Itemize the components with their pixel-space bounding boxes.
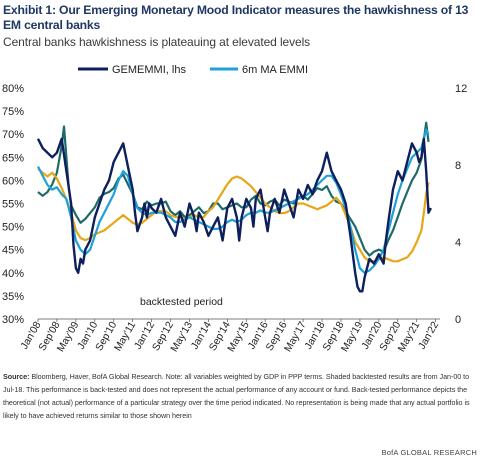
y-left-tick-label: 75%	[2, 106, 24, 118]
y-left-tick-label: 65%	[2, 152, 24, 164]
chart-plot: GEMEMMI, lhs 6m MA EMMI 30% 35% 40% 45% 50% 55…	[2, 64, 467, 354]
y-axis-left: 30% 35% 40% 45% 50% 55% 60% 65% 70% 75% 80%	[2, 83, 24, 326]
y-left-tick-label: 40%	[2, 268, 24, 280]
y-right-tick-label: 12	[455, 83, 467, 95]
series-lines	[36, 121, 432, 293]
y-right-tick-label: 4	[455, 237, 461, 249]
chart-subtitle: Central banks hawkishness is plateauing …	[3, 35, 311, 49]
legend-label: GEMEMMI, lhs	[112, 64, 186, 76]
annotation-backtested: backtested period	[140, 296, 223, 308]
y-left-tick-label: 70%	[2, 129, 24, 141]
credit: BofA GLOBAL RESEARCH	[381, 448, 477, 457]
y-left-tick-label: 45%	[2, 245, 24, 257]
y-left-tick-label: 35%	[2, 291, 24, 303]
y-left-tick-label: 50%	[2, 222, 24, 234]
source-note: Source: Bloomberg, Haver, BofA Global Re…	[3, 370, 479, 422]
y-left-tick-label: 55%	[2, 199, 24, 211]
chart-title: Exhibit 1: Our Emerging Monetary Mood In…	[3, 3, 469, 32]
y-left-tick-label: 60%	[2, 175, 24, 187]
source-text: Bloomberg, Haver, BofA Global Research. …	[3, 372, 470, 420]
y-right-tick-label: 8	[455, 160, 461, 172]
y-axis-right: 0 4 8 12	[455, 83, 467, 326]
legend-label: 6m MA EMMI	[242, 64, 308, 76]
x-axis: Jan'08Sep'08May'09Jan'10Sep'10May'11Jan'…	[19, 318, 441, 354]
series-line-0	[36, 137, 432, 293]
legend: GEMEMMI, lhs 6m MA EMMI	[78, 64, 308, 76]
series-line-2	[37, 121, 430, 257]
y-left-tick-label: 30%	[2, 314, 24, 326]
source-label: Source:	[3, 372, 30, 381]
y-right-tick-label: 0	[455, 314, 461, 326]
y-left-tick-label: 80%	[2, 83, 24, 95]
